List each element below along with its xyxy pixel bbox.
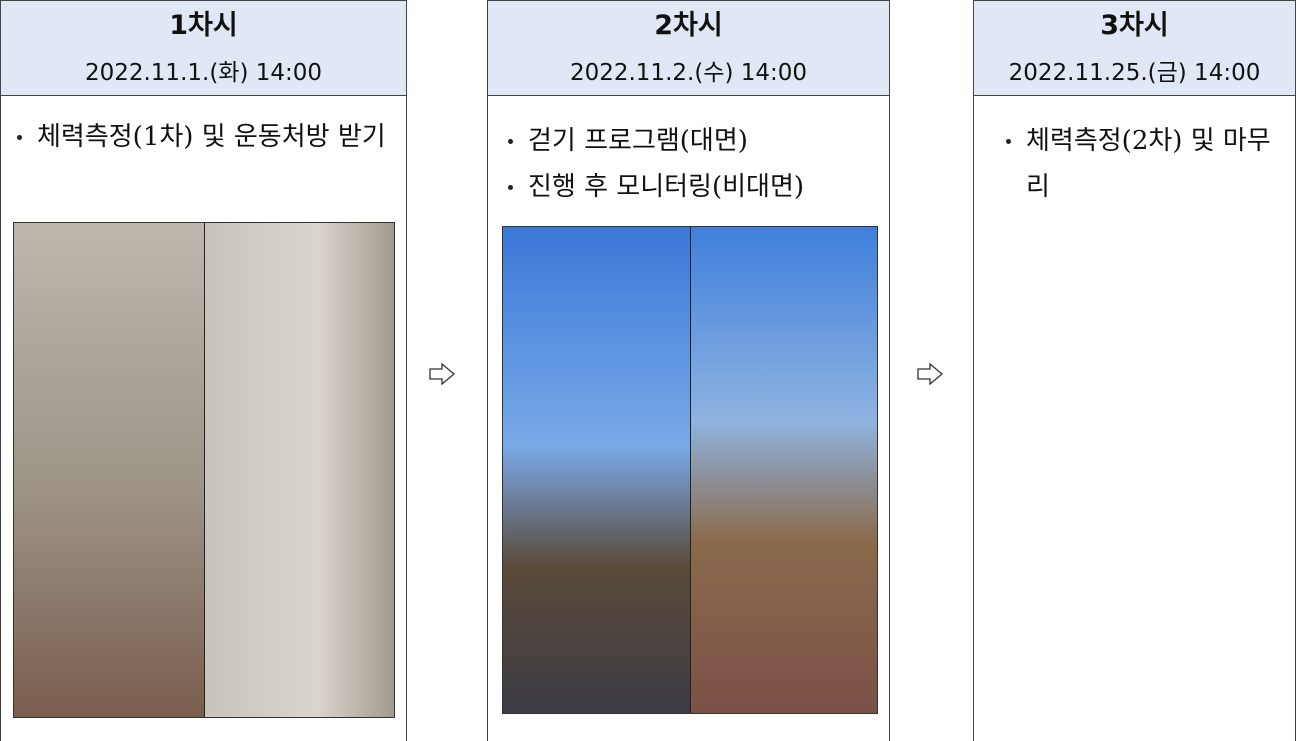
bullet-dot [1006, 139, 1011, 144]
photo-panel [14, 223, 205, 717]
bullet-text: 걷기 프로그램(대면) [528, 126, 748, 156]
bullet-text: 진행 후 모니터링(비대면) [528, 172, 804, 202]
bullet-dot [508, 139, 513, 144]
page: 1차시2022.11.1.(화) 14:00 체력측정(1차) 및 운동처방 받기… [0, 0, 1306, 741]
session-date: 2022.11.2.(수) 14:00 [488, 51, 889, 95]
bullet-dot [17, 135, 22, 140]
session-title: 2차시 [488, 1, 889, 51]
session-date: 2022.11.25.(금) 14:00 [974, 51, 1295, 95]
bullet-item: 체력측정(2차) 및 마무리 [996, 118, 1287, 210]
photo [502, 226, 878, 714]
photo [13, 222, 395, 718]
session-title: 1차시 [1, 1, 406, 51]
bullet-list: 체력측정(2차) 및 마무리 [974, 118, 1295, 210]
photo-panel [503, 227, 691, 713]
bullet-list: 체력측정(1차) 및 운동처방 받기 [1, 114, 406, 160]
arrow [428, 362, 456, 386]
bullet-item: 진행 후 모니터링(비대면) [498, 164, 881, 210]
bullet-text: 체력측정(1차) 및 운동처방 받기 [37, 122, 386, 152]
photo-panel [691, 227, 878, 713]
photo-panel [205, 223, 395, 717]
bullet-item: 체력측정(1차) 및 운동처방 받기 [7, 114, 398, 160]
bullet-list: 걷기 프로그램(대면) 진행 후 모니터링(비대면) [488, 118, 889, 210]
arrow [916, 362, 944, 386]
bullet-dot [508, 185, 513, 190]
bullet-text: 체력측정(2차) 및 마무리 [1026, 126, 1271, 202]
session-date: 2022.11.1.(화) 14:00 [1, 51, 406, 95]
bullet-item: 걷기 프로그램(대면) [498, 118, 881, 164]
session-title: 3차시 [974, 1, 1295, 51]
